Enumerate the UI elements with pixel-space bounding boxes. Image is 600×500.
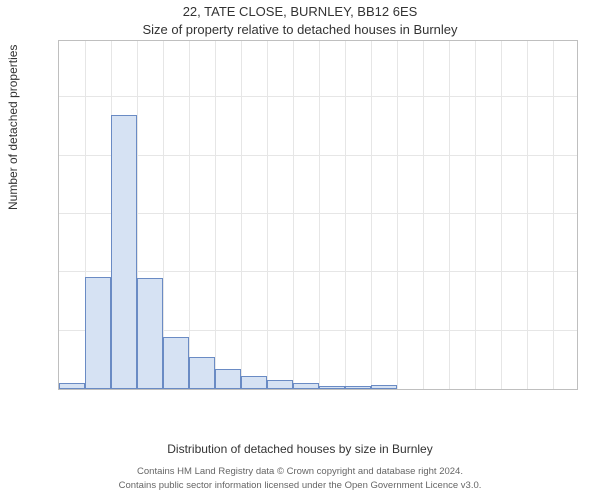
y-axis-label: Number of detached properties xyxy=(6,45,20,210)
gridline-horizontal xyxy=(59,96,577,97)
chart-container: 22, TATE CLOSE, BURNLEY, BB12 6ES Size o… xyxy=(0,0,600,500)
gridline-vertical xyxy=(449,41,450,389)
histogram-bar xyxy=(241,376,267,389)
histogram-bar xyxy=(59,383,85,389)
footer-line-2: Contains public sector information licen… xyxy=(0,480,600,491)
histogram-bar xyxy=(293,383,319,389)
gridline-vertical xyxy=(293,41,294,389)
gridline-vertical xyxy=(189,41,190,389)
gridline-vertical xyxy=(397,41,398,389)
histogram-bar xyxy=(111,115,137,389)
chart-title: 22, TATE CLOSE, BURNLEY, BB12 6ES xyxy=(0,4,600,19)
chart-subtitle: Size of property relative to detached ho… xyxy=(0,22,600,37)
gridline-vertical xyxy=(527,41,528,389)
gridline-vertical xyxy=(553,41,554,389)
footer-line-1: Contains HM Land Registry data © Crown c… xyxy=(0,466,600,477)
histogram-bar xyxy=(137,278,163,389)
gridline-vertical xyxy=(241,41,242,389)
histogram-bar xyxy=(345,386,371,389)
gridline-vertical xyxy=(501,41,502,389)
histogram-bar xyxy=(371,385,397,389)
histogram-bar xyxy=(163,337,189,390)
histogram-bar xyxy=(215,369,241,389)
histogram-bar xyxy=(267,380,293,389)
gridline-vertical xyxy=(267,41,268,389)
gridline-vertical xyxy=(423,41,424,389)
plot-area xyxy=(58,40,578,390)
histogram-bar xyxy=(189,357,215,389)
gridline-vertical xyxy=(475,41,476,389)
gridline-vertical xyxy=(345,41,346,389)
gridline-vertical xyxy=(371,41,372,389)
gridline-vertical xyxy=(319,41,320,389)
histogram-bar xyxy=(319,386,345,389)
histogram-bar xyxy=(85,277,111,389)
gridline-vertical xyxy=(215,41,216,389)
x-axis-label: Distribution of detached houses by size … xyxy=(0,442,600,456)
